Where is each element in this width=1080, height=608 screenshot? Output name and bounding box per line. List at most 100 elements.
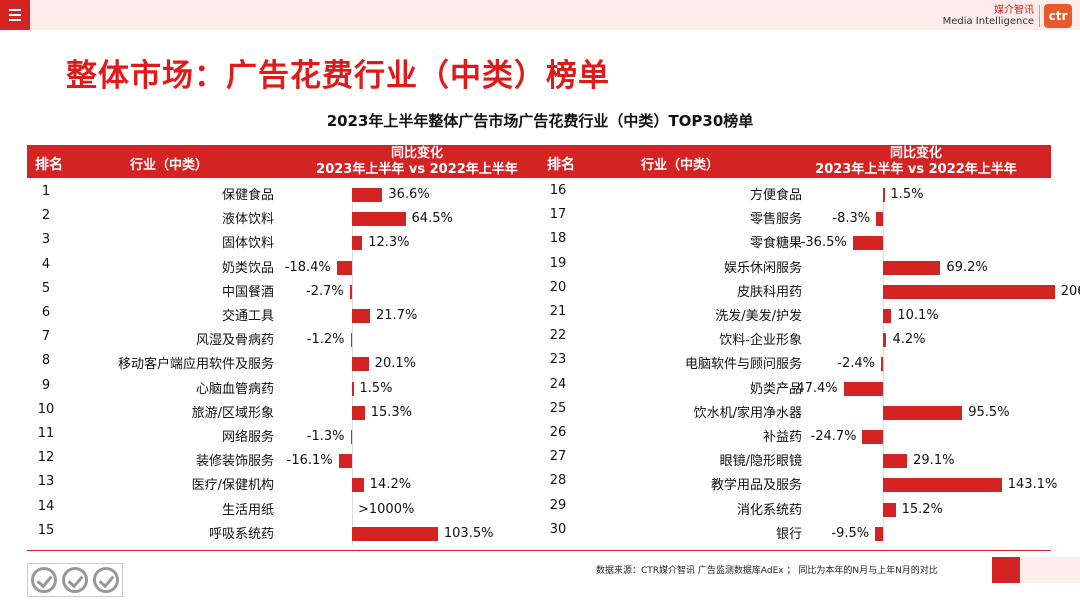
- value-label: -47.4%: [791, 380, 838, 396]
- chart-title: 2023年上半年整体广告市场广告花费行业（中类）TOP30榜单: [326, 112, 754, 130]
- industry-label: 皮肤科用药: [736, 284, 802, 300]
- industry-label: 心脑血管病药: [195, 381, 274, 397]
- rank-number: 8: [41, 353, 51, 369]
- sgs-cert-icon: [93, 567, 120, 593]
- bar-positive: [352, 236, 363, 251]
- bar-positive: [883, 478, 1002, 493]
- bar-positive: [352, 381, 354, 396]
- industry-label: 饮水机/家用净水器: [693, 405, 802, 421]
- value-label: 69.2%: [946, 259, 988, 275]
- certification-badges: [27, 563, 123, 597]
- rank-number: 28: [549, 473, 567, 489]
- footer-pink-block: [1020, 557, 1080, 583]
- rank-number: 26: [549, 425, 567, 440]
- rank-number: 4: [41, 256, 51, 272]
- value-label: -24.7%: [810, 429, 857, 444]
- rank-number: 9: [41, 377, 51, 393]
- sgs-cert-icon: [30, 567, 57, 593]
- industry-label: 保健食品: [221, 188, 274, 203]
- table-header: 排名 行业（中类） 同比变化 2023年上半年 vs 2022年上半年 排名 行业…: [27, 145, 1051, 178]
- value-label: 1.5%: [359, 380, 393, 396]
- header-rank-left: 排名: [35, 157, 63, 173]
- rank-number: 29: [549, 497, 567, 513]
- bar-negative: [349, 284, 352, 299]
- rank-number: 14: [37, 498, 55, 514]
- rank-number: 13: [37, 474, 55, 490]
- value-label: 64.5%: [411, 211, 453, 227]
- bar-negative: [875, 526, 883, 541]
- rank-number: 27: [549, 449, 567, 465]
- industry-label: 奶类产品: [749, 381, 802, 397]
- rank-number: 2: [41, 208, 51, 224]
- bar-positive: [352, 478, 364, 493]
- bar-negative: [876, 212, 883, 227]
- bar-positive: [352, 526, 438, 541]
- bar-positive: [352, 212, 406, 227]
- bar-negative: [350, 333, 352, 348]
- header-change-right-line1: 同比变化: [889, 146, 942, 161]
- value-label: 29.1%: [913, 453, 955, 469]
- value-label: 103.5%: [443, 525, 494, 541]
- menu-icon[interactable]: [0, 0, 30, 30]
- rank-number: 23: [549, 352, 567, 368]
- rank-number: 22: [549, 328, 567, 344]
- rank-number: 21: [549, 304, 567, 319]
- rank-number: 15: [37, 522, 55, 538]
- value-label: 14.2%: [369, 477, 412, 493]
- value-label: 143.1%: [1007, 477, 1058, 493]
- header-change-right: 同比变化 2023年上半年 vs 2022年上半年: [806, 146, 1026, 178]
- industry-label: 洗发/美发/护发: [715, 309, 802, 324]
- header-industry-right: 行业（中类）: [641, 158, 720, 173]
- value-label: 95.5%: [968, 404, 1010, 420]
- rank-number: 17: [549, 207, 567, 223]
- rank-number: 24: [549, 376, 567, 392]
- industry-label: 呼吸系统药: [208, 526, 274, 542]
- value-label: -2.4%: [837, 356, 876, 372]
- rank-number: 5: [41, 280, 51, 296]
- top-bar: 媒介智讯 Media Intelligence ctr: [0, 0, 1080, 30]
- industry-label: 交通工具: [221, 309, 274, 324]
- value-label: -18.4%: [284, 259, 331, 275]
- industry-label: 液体饮料: [221, 212, 274, 228]
- industry-label: 网络服务: [221, 430, 274, 445]
- source-note: 数据来源：CTR媒介智讯 广告监测数据库AdEx ； 同比为本年的N月与上年N月…: [596, 566, 938, 576]
- brand-text: 媒介智讯 Media Intelligence: [942, 5, 1034, 27]
- bar-positive: [352, 309, 370, 323]
- industry-label: 娱乐休闲服务: [723, 260, 802, 276]
- value-label: 36.6%: [388, 187, 430, 202]
- value-label: 15.3%: [370, 404, 412, 420]
- value-label: 4.2%: [892, 332, 926, 348]
- rank-number: 11: [37, 426, 55, 441]
- value-label: -1.2%: [306, 332, 345, 348]
- rank-number: 25: [549, 400, 567, 416]
- industry-label: 零食糖果: [749, 236, 802, 252]
- value-label: 10.1%: [897, 308, 939, 323]
- logo-divider: [1039, 5, 1040, 27]
- value-label: -9.5%: [831, 525, 870, 541]
- zero-axis-line: [883, 188, 884, 545]
- value-label: -16.1%: [286, 453, 333, 469]
- header-change-right-line2: 2023年上半年 vs 2022年上半年: [815, 162, 1017, 177]
- bar-positive: [883, 502, 896, 517]
- value-label: 21.7%: [376, 308, 418, 323]
- bar-positive: [352, 405, 365, 420]
- bar-negative: [881, 357, 883, 372]
- header-industry-left: 行业（中类）: [130, 158, 209, 173]
- industry-label: 旅游/区域形象: [191, 405, 274, 421]
- brand-name-en: Media Intelligence: [942, 15, 1034, 27]
- rank-number: 30: [549, 521, 567, 537]
- bar-positive: [352, 188, 383, 202]
- header-change-left-line2: 2023年上半年 vs 2022年上半年: [316, 162, 518, 177]
- value-label: -1.3%: [306, 429, 345, 444]
- rank-number: 10: [37, 401, 55, 417]
- industry-label: 消化系统药: [736, 502, 802, 518]
- bar-positive: [883, 284, 1055, 299]
- industry-label: 零售服务: [749, 212, 802, 228]
- bar-positive: [883, 260, 941, 275]
- bar-positive: [352, 357, 369, 372]
- bar-positive: [883, 188, 885, 202]
- value-label: 15.2%: [901, 501, 943, 517]
- rank-number: 3: [41, 232, 51, 248]
- bar-positive: [883, 309, 892, 323]
- industry-label: 饮料-企业形象: [719, 333, 802, 349]
